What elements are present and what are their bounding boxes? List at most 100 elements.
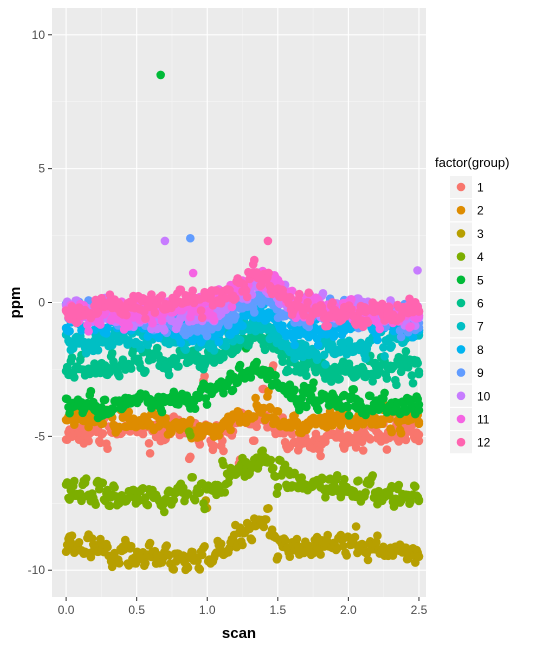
data-point [401, 435, 411, 445]
data-point [238, 540, 247, 550]
data-point [214, 337, 224, 347]
data-point [382, 445, 392, 454]
data-point [202, 400, 212, 409]
data-point [273, 482, 283, 492]
data-point [65, 326, 74, 336]
data-point [342, 551, 352, 560]
data-point [186, 431, 195, 440]
data-point [160, 507, 169, 517]
data-point [67, 353, 77, 362]
series-7-points [61, 315, 424, 369]
data-point [247, 535, 257, 545]
data-point [115, 371, 124, 381]
data-point [295, 289, 304, 299]
data-point [181, 345, 190, 355]
data-point [285, 552, 295, 561]
data-point [126, 541, 136, 551]
data-point [292, 534, 302, 544]
data-point [375, 324, 385, 334]
data-point [318, 289, 328, 298]
data-point [295, 405, 304, 415]
legend-swatch [456, 437, 466, 447]
legend-label: 3 [477, 227, 484, 241]
data-point [190, 495, 200, 505]
legend-item-2: 2 [450, 199, 484, 222]
data-point [361, 354, 370, 363]
legend-label: 7 [477, 320, 484, 334]
data-point [76, 489, 85, 498]
data-point [284, 366, 294, 376]
data-point [414, 430, 424, 440]
data-point [414, 417, 424, 427]
legend-swatch [456, 391, 466, 401]
data-point [100, 395, 110, 405]
series-12-points [61, 255, 424, 332]
series-4-points [61, 427, 424, 517]
data-point [379, 343, 388, 352]
data-point [221, 341, 231, 351]
data-point [259, 522, 269, 532]
data-point [338, 541, 348, 551]
data-point [86, 552, 96, 562]
data-point [202, 331, 212, 341]
data-point [136, 344, 145, 354]
legend-swatch [456, 368, 466, 377]
data-point [81, 474, 91, 483]
data-point [396, 332, 406, 342]
y-tick-label: -10 [28, 563, 46, 577]
data-points [61, 70, 424, 575]
y-tick-label: -5 [34, 429, 45, 443]
data-point [93, 307, 103, 317]
legend-label: 9 [477, 366, 484, 380]
outlier-point [160, 236, 170, 246]
legend-item-4: 4 [450, 245, 484, 268]
data-point [97, 293, 106, 303]
data-point [373, 335, 382, 345]
data-point [144, 439, 154, 448]
legend-label: 1 [477, 181, 484, 195]
data-point [98, 478, 108, 488]
data-point [387, 341, 397, 351]
data-point [408, 378, 418, 388]
data-point [219, 460, 228, 470]
data-point [363, 555, 373, 565]
data-point [290, 340, 299, 350]
data-point [183, 489, 193, 498]
data-point [387, 427, 397, 437]
data-point [264, 504, 273, 513]
data-point [304, 288, 314, 298]
legend-swatch [456, 414, 466, 424]
data-point [414, 369, 424, 379]
data-point [61, 547, 71, 556]
data-point [115, 559, 124, 568]
data-point [250, 436, 259, 446]
data-point [140, 307, 149, 316]
data-point [169, 565, 179, 574]
data-point [197, 313, 207, 323]
legend-item-5: 5 [450, 268, 484, 291]
data-point [152, 343, 162, 353]
data-point [81, 348, 91, 358]
data-point [335, 374, 344, 384]
outlier-point [413, 266, 422, 275]
data-point [110, 483, 119, 492]
x-tick-label: 2.5 [411, 603, 428, 617]
data-point [195, 565, 205, 574]
data-point [141, 493, 150, 502]
x-tick-label: 0.0 [58, 603, 75, 617]
x-tick-label: 2.0 [340, 603, 357, 617]
data-point [200, 504, 209, 514]
y-tick-label: 10 [32, 28, 46, 42]
data-point [414, 400, 424, 409]
data-point [316, 550, 325, 559]
data-point [316, 451, 325, 461]
data-point [235, 360, 245, 370]
data-point [358, 446, 368, 455]
data-point [257, 308, 266, 317]
data-point [343, 402, 353, 412]
data-point [238, 321, 247, 331]
legend-swatch [456, 182, 466, 192]
legend-swatch [456, 229, 466, 238]
data-point [361, 488, 370, 497]
data-point [176, 338, 186, 348]
